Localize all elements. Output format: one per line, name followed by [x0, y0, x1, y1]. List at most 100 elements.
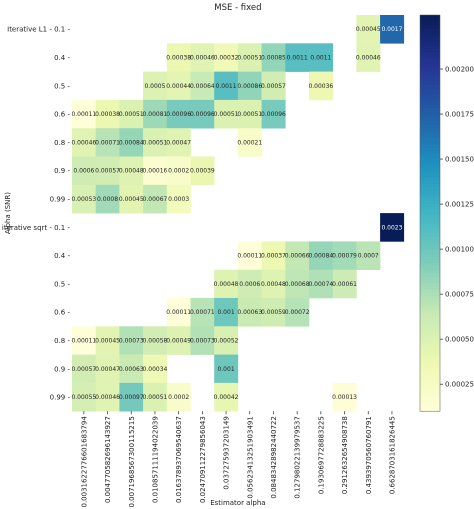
cell-value-label: 0.00057 [71, 366, 96, 373]
cell-value-label: 0.00045 [356, 26, 381, 33]
heatmap-cell [72, 128, 96, 157]
cell-value-label: 0.00079 [332, 253, 357, 260]
colorbar-segment [420, 199, 440, 204]
colorbar-frame [419, 14, 441, 412]
cell-value-label: 0.00038 [166, 54, 191, 61]
heatmap-cell [72, 184, 96, 214]
x-tick-label: 0.016378937069540637 [175, 416, 183, 503]
colorbar-segment [420, 338, 440, 343]
colorbar-segment [420, 388, 440, 392]
colorbar-segment [420, 213, 440, 218]
colorbar-segment [420, 107, 440, 112]
colorbar-segment [420, 252, 440, 257]
cell-value-label: 0.00096 [190, 111, 215, 118]
cell-value-label: 0.00048 [261, 281, 286, 288]
heatmap-cell [143, 184, 168, 214]
heatmap-cell [95, 128, 120, 157]
cell-value-label: 0.0003 [168, 196, 189, 203]
heatmap-cell [261, 298, 286, 327]
heatmap-cell [166, 156, 191, 186]
heatmap-cell [237, 43, 262, 72]
heatmap-cell [166, 71, 191, 101]
heatmap-cell [95, 99, 120, 129]
colorbar-segment [420, 381, 440, 386]
heatmap-cell [119, 156, 144, 186]
colorbar-segment [420, 64, 440, 69]
colorbar-segment [420, 153, 440, 158]
y-tick-label: 0.6 - [54, 111, 70, 119]
colorbar-segment [420, 397, 440, 402]
colorbar-segment [420, 160, 440, 165]
colorbar-segment [420, 322, 440, 326]
colorbar-segment [420, 140, 440, 145]
heatmap-cell [214, 354, 239, 384]
cell-value-label: 0.00046 [95, 394, 120, 401]
colorbar-segment [420, 130, 440, 135]
cell-value-label: 0.00073 [190, 337, 215, 344]
cell-value-label: 0.00055 [71, 394, 96, 401]
cell-value-label: 0.00048 [119, 168, 144, 175]
cell-value-label: 0.00071 [190, 309, 215, 316]
heatmap-cell [143, 71, 168, 101]
cell-value-label: 0.00046 [356, 54, 381, 61]
x-tick-label: 0.4393970560760791 [365, 416, 373, 494]
colorbar-segment [420, 239, 440, 244]
heatmap-cell [332, 382, 357, 412]
colorbar-segment [420, 170, 440, 175]
cell-value-label: 0.00038 [95, 111, 120, 118]
x-tick-label: 0.1930697728883225 [317, 416, 325, 494]
heatmap-cell [214, 326, 239, 355]
colorbar-segment [420, 41, 440, 46]
heatmap-cell [356, 43, 381, 72]
x-tick-label: 0.05623413251903491 [246, 416, 254, 498]
cell-value-label: 0.00045 [95, 337, 120, 344]
heatmap-cell [166, 382, 191, 412]
heatmap-cell [166, 99, 191, 129]
heatmap-cell [95, 354, 120, 384]
colorbar-segment [420, 312, 440, 317]
heatmap-cell [356, 15, 381, 44]
colorbar-segment [420, 216, 440, 221]
chart-title: MSE - fixed [214, 3, 261, 13]
colorbar-segment [420, 180, 440, 184]
heatmap-cell [285, 269, 310, 299]
y-tick-labels: Iterative L1 - 0.1 - 0.4 - 0.5 - 0.6 - 0.8 -… [2, 26, 71, 402]
colorbar-tick-label: 0.00100 [445, 246, 474, 254]
heatmap-cell [95, 156, 120, 186]
heatmap-cell [332, 241, 357, 270]
heatmap-cell [237, 99, 262, 129]
colorbar-segment [420, 401, 440, 406]
heatmap-cell [380, 15, 405, 44]
heatmap-cell [72, 156, 96, 186]
colorbar-segment [420, 87, 440, 92]
colorbar-segment [420, 315, 440, 320]
heatmap-cell [95, 184, 120, 214]
cell-value-label: 0.0023 [381, 224, 402, 231]
cell-value-label: 0.00053 [71, 196, 96, 203]
heatmap-cell [95, 382, 120, 412]
heatmap-cell [166, 298, 191, 327]
cell-value-label: 0.00046 [190, 54, 215, 61]
colorbar-tick-label: 0.00150 [445, 156, 474, 164]
heatmap-cell [356, 241, 381, 270]
x-tick-label: 0.08483428982440722 [270, 416, 278, 498]
cell-value-label: 0.00057 [95, 168, 120, 175]
heatmap-cell [190, 43, 215, 72]
colorbar-segment [420, 262, 440, 267]
colorbar-segment [420, 31, 440, 36]
heatmap-cell [285, 298, 310, 327]
colorbar-segment [420, 328, 440, 333]
heatmap-cell [166, 43, 191, 72]
colorbar-segment [420, 110, 440, 115]
heatmap-cell [119, 99, 144, 129]
cell-value-label: 0.0006 [73, 168, 94, 175]
cell-value-label: 0.00047 [166, 139, 191, 146]
heatmap-cell [237, 71, 262, 101]
x-tick-label: 0.0031622776601683794 [80, 416, 88, 508]
cell-value-label: 0.00096 [261, 111, 286, 118]
cell-value-label: 0.00046 [71, 139, 96, 146]
colorbar-segment [420, 209, 440, 214]
heatmap-cell [143, 128, 168, 157]
colorbar-segment [420, 193, 440, 198]
colorbar-segment [420, 223, 440, 227]
